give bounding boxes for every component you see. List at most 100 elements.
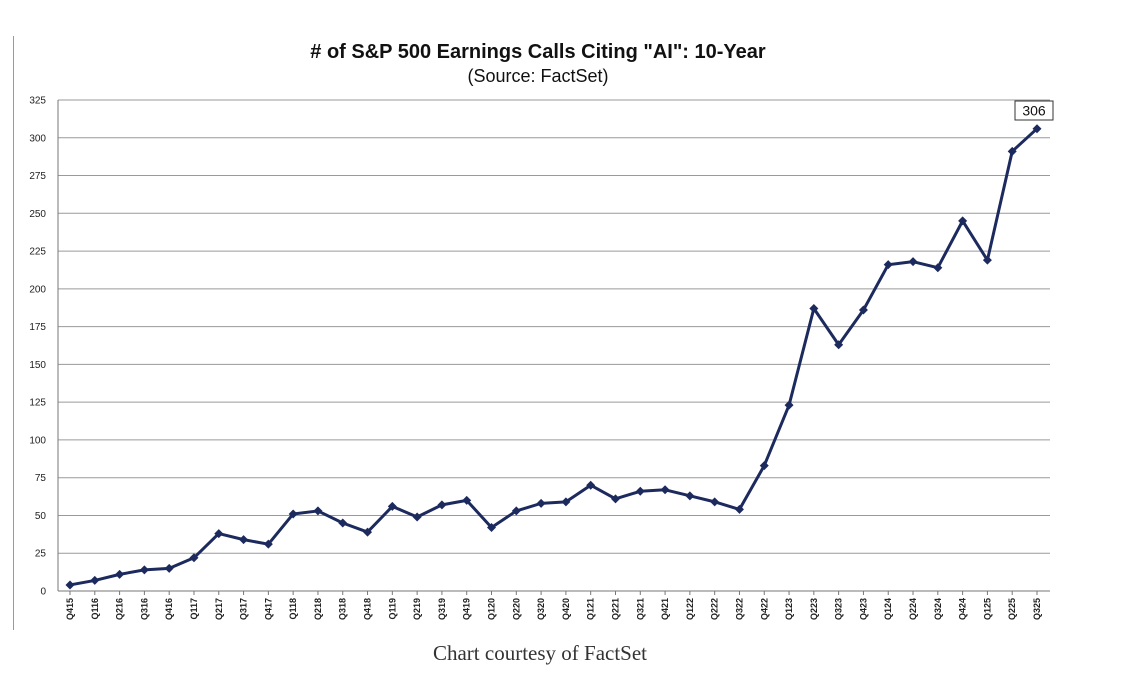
y-tick-label: 325 bbox=[29, 96, 46, 107]
callout-label: 306 bbox=[1022, 103, 1046, 119]
y-tick-label: 250 bbox=[29, 209, 46, 220]
data-point-Q221 bbox=[610, 494, 620, 504]
x-tick-label: Q222 bbox=[710, 598, 720, 620]
data-point-Q320 bbox=[536, 498, 546, 508]
x-tick-label: Q417 bbox=[263, 598, 273, 620]
x-tick-label: Q415 bbox=[65, 598, 75, 620]
ai-earnings-calls-line-chart: # of S&P 500 Earnings Calls Citing "AI":… bbox=[29, 41, 1054, 620]
data-point-Q325 bbox=[1032, 124, 1042, 134]
data-point-Q218 bbox=[313, 506, 323, 516]
data-point-Q323 bbox=[834, 340, 844, 350]
x-tick-label: Q123 bbox=[784, 598, 794, 620]
chart-title: # of S&P 500 Earnings Calls Citing "AI":… bbox=[310, 41, 766, 63]
y-axis-ticks: 0 25 50 75 100 125 150 175 200 225 250 275 300 325 bbox=[29, 96, 46, 598]
x-tick-label: Q221 bbox=[610, 598, 620, 620]
data-point-Q117 bbox=[189, 553, 199, 563]
x-tick-label: Q320 bbox=[536, 598, 546, 620]
data-point-Q118 bbox=[288, 509, 298, 519]
x-tick-label: Q225 bbox=[1007, 598, 1017, 620]
data-point-Q219 bbox=[412, 512, 422, 522]
data-point-Q322 bbox=[734, 504, 744, 514]
x-tick-label: Q318 bbox=[338, 598, 348, 620]
x-tick-label: Q323 bbox=[834, 598, 844, 620]
y-tick-label: 100 bbox=[29, 435, 46, 446]
x-tick-label: Q121 bbox=[586, 598, 596, 620]
data-point-Q116 bbox=[90, 575, 100, 585]
annotation-layer: 306 bbox=[1014, 100, 1054, 121]
data-point-Q421 bbox=[660, 485, 670, 495]
gridlines bbox=[58, 99, 1050, 554]
data-point-Q120 bbox=[487, 523, 497, 533]
x-tick-label: Q420 bbox=[561, 598, 571, 620]
data-point-Q217 bbox=[214, 529, 224, 539]
x-tick-label: Q218 bbox=[313, 598, 323, 620]
x-tick-label: Q317 bbox=[239, 598, 249, 620]
y-tick-label: 175 bbox=[29, 322, 46, 333]
y-tick-label: 300 bbox=[29, 133, 46, 144]
x-tick-label: Q224 bbox=[908, 598, 918, 620]
data-point-Q324 bbox=[933, 263, 943, 273]
data-point-Q125 bbox=[982, 255, 992, 265]
x-tick-label: Q416 bbox=[164, 598, 174, 620]
x-tick-label: Q217 bbox=[214, 598, 224, 620]
y-tick-label: 225 bbox=[29, 247, 46, 258]
data-point-Q316 bbox=[139, 565, 149, 575]
x-tick-label: Q223 bbox=[809, 598, 819, 620]
data-point-Q424 bbox=[958, 216, 968, 226]
data-point-Q224 bbox=[908, 257, 918, 267]
data-point-Q319 bbox=[437, 500, 447, 510]
y-tick-label: 275 bbox=[29, 171, 46, 182]
y-tick-label: 200 bbox=[29, 284, 46, 295]
x-axis-ticks: Q415 Q116 Q216 Q316 Q416 Q117 Q217 Q317 Q417 Q118… bbox=[65, 591, 1042, 620]
data-point-Q216 bbox=[115, 569, 125, 579]
x-tick-label: Q119 bbox=[387, 598, 397, 620]
x-tick-label: Q419 bbox=[462, 598, 472, 620]
x-tick-label: Q124 bbox=[883, 598, 893, 620]
y-tick-label: 150 bbox=[29, 360, 46, 371]
x-tick-label: Q319 bbox=[437, 598, 447, 620]
data-point-Q321 bbox=[635, 486, 645, 496]
left-border-line bbox=[13, 36, 14, 630]
x-tick-label: Q423 bbox=[858, 598, 868, 620]
x-tick-label: Q220 bbox=[511, 598, 521, 620]
x-tick-label: Q216 bbox=[115, 598, 125, 620]
chart-caption: Chart courtesy of FactSet bbox=[432, 641, 648, 665]
y-tick-label: 25 bbox=[35, 549, 47, 560]
x-tick-label: Q424 bbox=[958, 598, 968, 620]
data-point-Q419 bbox=[462, 495, 472, 505]
y-tick-label: 125 bbox=[29, 398, 46, 409]
x-tick-label: Q122 bbox=[685, 598, 695, 620]
data-point-Q423 bbox=[858, 305, 868, 315]
data-point-Q225 bbox=[1007, 146, 1017, 156]
x-tick-label: Q418 bbox=[363, 598, 373, 620]
data-point-Q318 bbox=[338, 518, 348, 528]
y-tick-label: 50 bbox=[35, 511, 47, 522]
data-point-Q223 bbox=[809, 303, 819, 313]
x-tick-label: Q324 bbox=[933, 598, 943, 620]
data-point-Q416 bbox=[164, 563, 174, 573]
data-point-Q124 bbox=[883, 260, 893, 270]
data-point-Q418 bbox=[363, 527, 373, 537]
data-point-Q415 bbox=[65, 580, 75, 590]
x-tick-label: Q422 bbox=[759, 598, 769, 620]
y-tick-label: 0 bbox=[40, 587, 46, 598]
data-point-Q122 bbox=[685, 491, 695, 501]
data-point-Q119 bbox=[387, 501, 397, 511]
x-tick-label: Q325 bbox=[1032, 598, 1042, 620]
x-tick-label: Q117 bbox=[189, 598, 199, 620]
data-point-Q123 bbox=[784, 400, 794, 410]
data-point-Q121 bbox=[586, 480, 596, 490]
x-tick-label: Q421 bbox=[660, 598, 670, 620]
x-tick-label: Q125 bbox=[982, 598, 992, 620]
data-point-Q222 bbox=[710, 497, 720, 507]
x-tick-label: Q219 bbox=[412, 598, 422, 620]
x-tick-label: Q322 bbox=[734, 598, 744, 620]
series-line bbox=[69, 127, 1039, 587]
callout-box bbox=[1014, 100, 1054, 121]
data-point-Q417 bbox=[263, 539, 273, 549]
data-point-Q422 bbox=[759, 461, 769, 471]
data-point-Q317 bbox=[239, 535, 249, 545]
data-point-Q220 bbox=[511, 506, 521, 516]
y-tick-label: 75 bbox=[35, 473, 47, 484]
chart-subtitle: (Source: FactSet) bbox=[467, 66, 608, 86]
